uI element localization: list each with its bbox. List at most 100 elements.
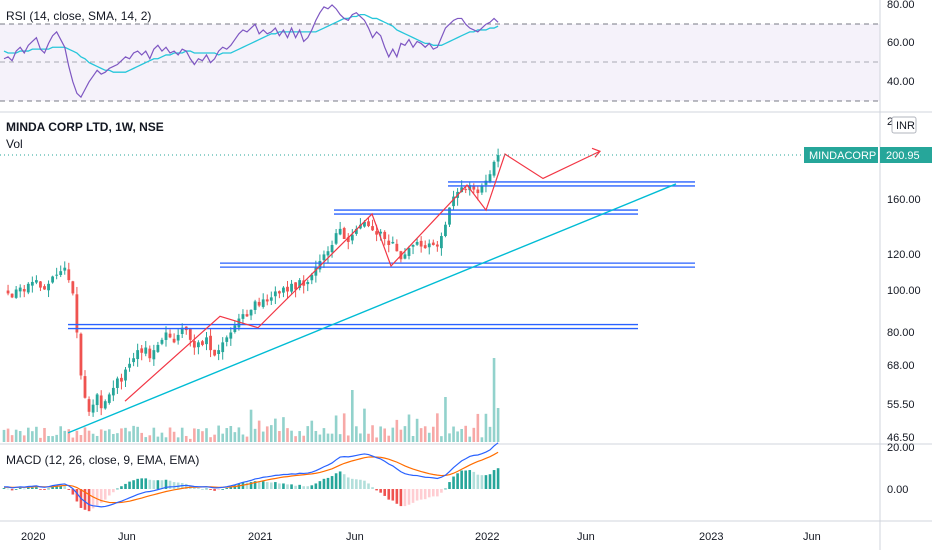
candle-body: [67, 269, 71, 281]
rsi-tick: 80.00: [887, 0, 915, 11]
macd-hist-bar: [164, 479, 168, 489]
volume-bar: [2, 429, 6, 442]
macd-hist-bar: [6, 488, 10, 490]
candle-body: [427, 243, 431, 248]
volume-bar: [411, 436, 415, 442]
volume-bar: [346, 435, 350, 442]
candle-body: [43, 286, 46, 290]
macd-hist-bar: [99, 489, 103, 503]
volume-bar: [217, 425, 220, 442]
volume-bar: [95, 435, 99, 442]
candle-body: [387, 240, 391, 246]
candle-body: [411, 245, 415, 247]
price-tick: 120.00: [887, 249, 921, 261]
macd-hist-bar: [261, 481, 265, 489]
macd-hist-bar: [342, 474, 346, 489]
macd-tick: 0.00: [887, 484, 908, 496]
candle-body: [423, 245, 427, 249]
volume-bar: [419, 428, 423, 442]
volume-bar: [172, 431, 176, 442]
candle-body: [237, 318, 241, 328]
candle-body: [225, 337, 229, 342]
candle-body: [136, 350, 140, 360]
volume-bar: [229, 426, 233, 442]
volume-bar: [140, 432, 143, 442]
volume-bar: [124, 427, 127, 442]
candle-body: [480, 186, 484, 193]
candle-body: [468, 185, 472, 191]
rsi-tick: 40.00: [887, 76, 915, 88]
price-tick: 80.00: [887, 327, 915, 339]
macd-hist-bar: [140, 478, 143, 489]
candle-body: [302, 280, 306, 286]
currency-button[interactable]: [891, 116, 917, 134]
candle-body: [334, 233, 338, 244]
volume-bar: [164, 437, 168, 442]
rsi-tick: 60.00: [887, 37, 915, 49]
candle-body: [322, 254, 326, 261]
volume-bar: [371, 425, 374, 442]
volume-bar: [59, 426, 62, 442]
volume-bar: [201, 431, 204, 442]
trendline: [67, 183, 677, 434]
candle-body: [205, 337, 208, 345]
volume-bar: [351, 390, 354, 442]
macd-label: MACD (12, 26, close, 9, EMA, EMA): [6, 453, 199, 467]
rsi-axis: 80.00 60.00 40.00: [887, 0, 915, 88]
candle-body: [476, 189, 480, 194]
macd-hist-bar: [75, 489, 79, 502]
macd-hist-bar: [448, 482, 451, 489]
macd-hist-bar: [383, 489, 386, 496]
macd-tick: 20.00: [887, 442, 915, 454]
macd-hist-bar: [318, 481, 322, 489]
volume-bar: [407, 414, 411, 442]
macd-hist-bar: [411, 489, 415, 503]
candle-body: [18, 287, 22, 292]
candle-body: [152, 350, 156, 360]
macd-hist-bar: [472, 471, 476, 489]
volume-bar: [180, 427, 184, 442]
volume-bar: [10, 435, 14, 442]
macd-hist-bar: [294, 485, 297, 489]
macd-hist-bar: [39, 489, 42, 490]
volume-bar: [91, 433, 95, 442]
volume-bar: [363, 408, 366, 442]
macd-hist-bar: [51, 486, 54, 489]
candle-body: [14, 289, 18, 298]
macd-hist-bar: [444, 488, 447, 490]
candle-body: [83, 376, 87, 398]
volume-bar: [176, 437, 180, 442]
symbol-tag: [804, 147, 878, 163]
volume-bar: [108, 429, 111, 442]
volume-bar: [355, 426, 358, 442]
macd-hist-bar: [59, 485, 62, 489]
volume-bar: [257, 420, 261, 442]
macd-hist-bar: [322, 478, 326, 489]
candle-body: [484, 180, 488, 185]
macd-lines: [3, 442, 499, 508]
volume-bar: [395, 419, 399, 442]
candle-body: [253, 301, 257, 310]
last-price-tags: MINDACORP 200.95: [804, 147, 932, 163]
volume-bar: [132, 425, 135, 442]
macd-hist-bar: [217, 489, 220, 490]
macd-hist-bar: [387, 489, 391, 500]
volume-bar: [83, 427, 87, 442]
projection-path: [124, 150, 601, 402]
macd-hist-bar: [112, 489, 115, 493]
candle-body: [213, 349, 216, 356]
volume-bar: [75, 430, 79, 442]
last-price-text: 200.95: [886, 150, 920, 162]
currency-label[interactable]: INR: [896, 120, 915, 132]
macd-hist-bar: [152, 480, 156, 489]
volume-bar: [265, 426, 269, 442]
macd-hist-bar: [229, 486, 233, 489]
rsi-label: RSI (14, close, SMA, 14, 2): [6, 9, 151, 23]
macd-hist-bar: [213, 489, 216, 491]
volume-bar: [160, 432, 164, 442]
volume-bar: [189, 438, 192, 442]
macd-hist-bar: [452, 476, 455, 489]
macd-hist-bar: [310, 485, 314, 489]
macd-hist-bar: [334, 473, 338, 489]
volume-bar: [387, 435, 391, 442]
